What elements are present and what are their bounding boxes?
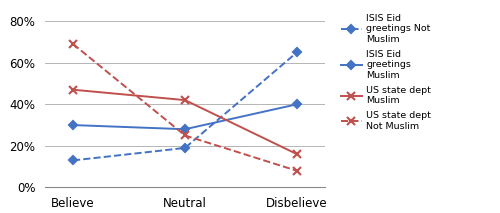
Legend: ISIS Eid
greetings Not
Muslim, ISIS Eid
greetings
Muslim, US state dept
Muslim, : ISIS Eid greetings Not Muslim, ISIS Eid …	[341, 14, 432, 131]
